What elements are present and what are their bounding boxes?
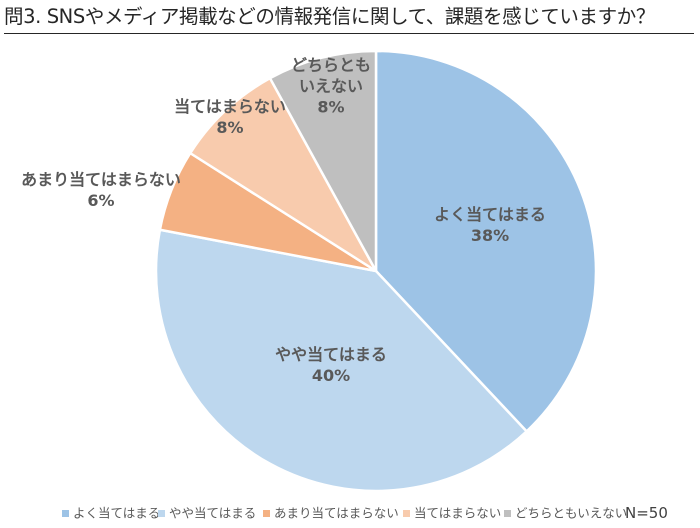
- slice-category-label-1: よく当てはまる: [434, 205, 546, 224]
- slice-labels: よく当てはまる 38% やや当てはまる 40% あまり当てはまらない 6% 当てはまらない 8…: [21, 56, 546, 386]
- slice-category-label-4: 当てはまらない: [174, 97, 286, 116]
- legend-swatch-5: [504, 510, 511, 517]
- pie-slice-4: [189, 76, 378, 273]
- title-underline: [4, 33, 694, 34]
- slice-category-label-5: いえない: [299, 77, 363, 96]
- slice-value-label-1: 38%: [471, 226, 509, 245]
- slice-category-label-2: やや当てはまる: [275, 345, 387, 364]
- pie-slice-1: [374, 49, 598, 433]
- slice-value-label-4: 8%: [216, 118, 243, 137]
- legend-label-2: やや当てはまる: [169, 506, 256, 521]
- legend-label-1: よく当てはまる: [73, 506, 160, 521]
- slice-category-label-3: あまり当てはまらない: [21, 170, 181, 189]
- legend-label-3: あまり当てはまらない: [274, 506, 399, 521]
- legend-label-4: 当てはまらない: [414, 506, 501, 521]
- legend: よく当てはまる やや当てはまる あまり当てはまらない 当てはまらない どちらともいえない: [62, 506, 627, 521]
- slice-value-label-5: 8%: [317, 98, 344, 117]
- pie-slice-2: [154, 228, 528, 493]
- slice-value-label-2: 40%: [312, 366, 350, 385]
- legend-swatch-2: [158, 510, 165, 517]
- pie-slices: [154, 49, 598, 493]
- slice-value-label-3: 6%: [87, 191, 114, 210]
- legend-swatch-1: [62, 510, 69, 517]
- slice-category-label-5: どちらとも: [291, 56, 371, 75]
- sample-size-note: N=50: [625, 504, 668, 522]
- chart-title: 問3. SNSやメディア掲載などの情報発信に関して、課題を感じていますか？: [4, 5, 655, 28]
- legend-swatch-4: [403, 510, 410, 517]
- pie-slice-5: [268, 49, 378, 273]
- legend-label-5: どちらともいえない: [515, 506, 627, 521]
- legend-swatch-3: [263, 510, 270, 517]
